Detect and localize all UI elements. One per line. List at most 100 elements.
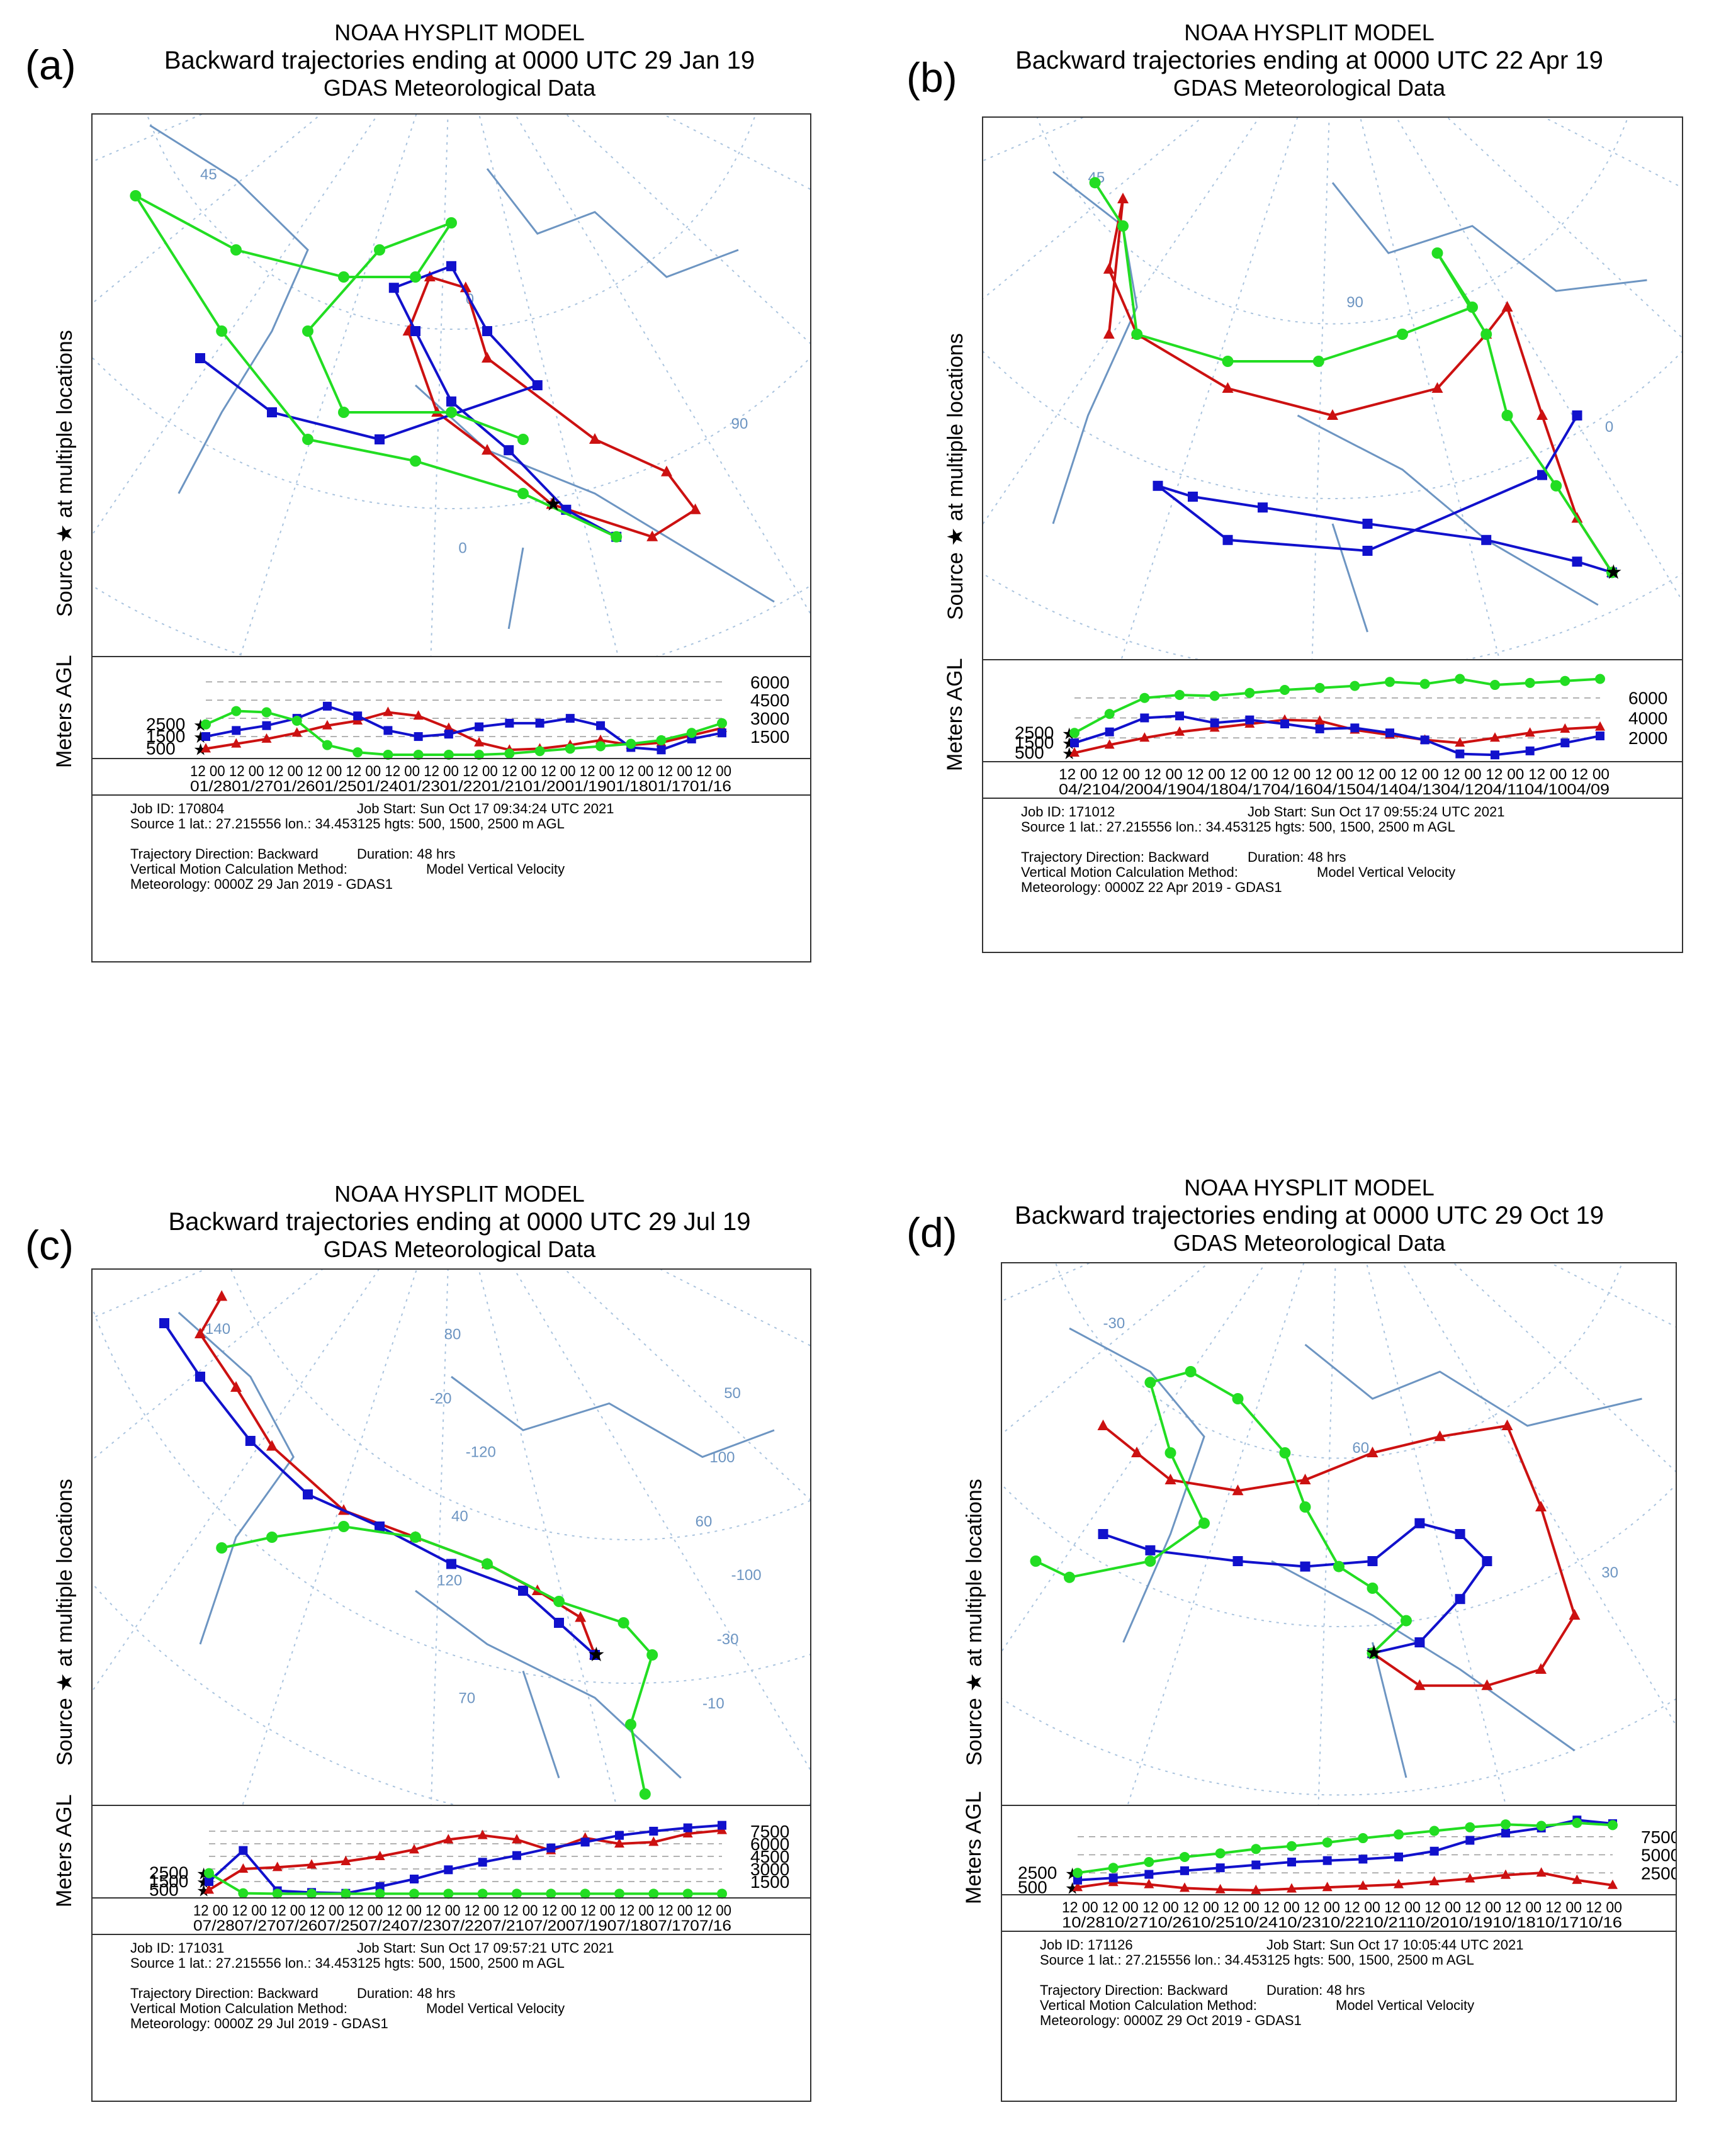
altitude-point [1572,1817,1582,1828]
time-tick-labels: 12 00 12 00 12 00 12 00 12 00 12 00 12 0… [190,763,731,780]
graticule-line [1332,9,1714,369]
map-graticule-label: -30 [717,1631,739,1648]
map-trajectory-marker [625,1719,636,1730]
chart-titles: NOAA HYSPLIT MODEL Backward trajectories… [82,1180,837,1263]
altitude-point [1350,723,1360,733]
map-svg: 45900★ [563,0,1714,848]
info-vmethod: Vertical Motion Calculation Method: [130,2001,347,2016]
map-trajectory-marker [410,326,420,336]
altitude-tick-label: 7500 [1641,1827,1676,1847]
altitude-point [1465,1836,1475,1845]
altitude-point [1322,1856,1332,1865]
altitude-point [375,1882,385,1891]
altitude-point [307,1859,317,1869]
info-duration: Duration: 48 hrs [1266,1982,1365,1998]
map-trajectory-marker [388,283,399,293]
coastline [1372,1642,1407,1778]
altitude-point [414,732,423,742]
graticule-line [860,9,1333,704]
map-trajectory-marker [1455,1594,1465,1605]
graticule-line [1312,1154,1339,1963]
graticule-line [1338,1154,1714,1791]
altitude-point [1501,1829,1510,1837]
map-trajectory-marker [1367,1447,1379,1457]
altitude-point [1350,680,1360,691]
map-trajectory-marker [1367,1556,1378,1566]
map-trajectory-marker [1299,1474,1311,1484]
map-trajectory-marker [1185,1366,1197,1377]
map-trajectory-marker [410,1532,421,1543]
map-trajectory-marker [1144,1377,1156,1389]
altitude-point [352,747,363,758]
map-trajectory-marker [1480,329,1492,340]
time-tick-labels: 12 00 12 00 12 00 12 00 12 00 12 00 12 0… [1062,1899,1622,1916]
altitude-point [1073,1868,1083,1878]
coastline [522,1671,560,1778]
map-trajectory-marker [1145,1545,1156,1555]
chart-title: Backward trajectories ending at 0000 UTC… [168,1208,751,1236]
chart-title: Backward trajectories ending at 0000 UTC… [1015,47,1603,74]
map-trajectory-marker [1153,480,1163,491]
map-trajectory-marker [1367,1583,1379,1594]
model-title: NOAA HYSPLIT MODEL [334,1181,585,1207]
altitude-chart: 7500 6000 4500 3000 1500 2500 ★ 1500 ★ 500 ★ 12 00 … [93,1805,810,1935]
altitude-point [341,1888,351,1899]
map-trajectory-marker [1569,1609,1581,1620]
info-vmethod: Vertical Motion Calculation Method: [1040,1997,1257,2013]
info-job-id: Job ID: 171012 [1021,804,1115,820]
map-trajectory-marker [517,434,529,445]
altitude-point [1394,1878,1404,1888]
map-graticule-label: 45 [200,166,217,183]
map-trajectory-marker [1299,1501,1311,1513]
job-info: Job ID: 171012 Job Start: Sun Oct 17 09:5… [983,798,1682,953]
graticule-line [451,1162,1219,1554]
map-trajectory-marker [646,1649,658,1661]
info-meteo: Meteorology: 0000Z 22 Apr 2019 - GDAS1 [1021,879,1282,895]
graticule-line [451,6,1080,597]
altitude-point [1215,1863,1225,1873]
altitude-point [1251,1860,1261,1870]
altitude-tick-label: 7500 [750,1822,789,1841]
map-trajectory-marker [302,434,313,445]
panel-label: (c) [25,1222,74,1268]
map-trajectory-marker [1455,1529,1465,1539]
map-trajectory-1500-m [1157,414,1613,574]
info-job-start: Job Start: Sun Oct 17 09:55:24 UTC 2021 [1248,804,1505,820]
start-height-label: 500 [149,1880,179,1899]
altitude-point [375,1888,385,1899]
altitude-point [1358,1880,1368,1890]
map-trajectory-marker [482,444,493,455]
map-trajectory-marker [1536,409,1548,420]
coastline [414,384,775,603]
start-height-label: 2500 [1018,1863,1057,1882]
altitude-y-label: Meters AGL [943,658,967,771]
map-y-label: Source ★ at multiple locations [53,1479,77,1766]
altitude-point [504,748,515,759]
altitude-tick-label: 4500 [750,1847,789,1866]
altitude-point [322,740,332,750]
info-vmethod: Vertical Motion Calculation Method: [130,861,347,877]
altitude-point [1105,727,1114,737]
coastline [1331,523,1368,633]
graticule-line [1305,9,1333,848]
info-meteo: Meteorology: 0000Z 29 Jul 2019 - GDAS1 [130,2016,388,2031]
map-trajectory-marker [1467,302,1478,313]
altitude-point [307,1888,317,1899]
source-star-icon: ★ [1365,1641,1384,1664]
map-trajectory-marker [230,244,242,256]
altitude-point [201,719,211,730]
map-trajectory-marker [375,1521,385,1532]
altitude-point [1140,713,1149,723]
altitude-point [682,1828,693,1837]
map-trajectory-marker [410,455,421,467]
map-trajectory-500-m [1102,1424,1576,1687]
map-svg: -30 60 30 ★ [597,514,1714,1963]
graticule-line [200,678,1062,1540]
map-trajectory-2500-m [1035,1370,1408,1654]
altitude-point [1429,1876,1440,1886]
altitude-point [1287,1841,1297,1851]
altitude-tick-label: 3000 [750,1860,789,1879]
map-trajectory-marker [1098,1529,1108,1539]
altitude-point [1073,1875,1082,1885]
